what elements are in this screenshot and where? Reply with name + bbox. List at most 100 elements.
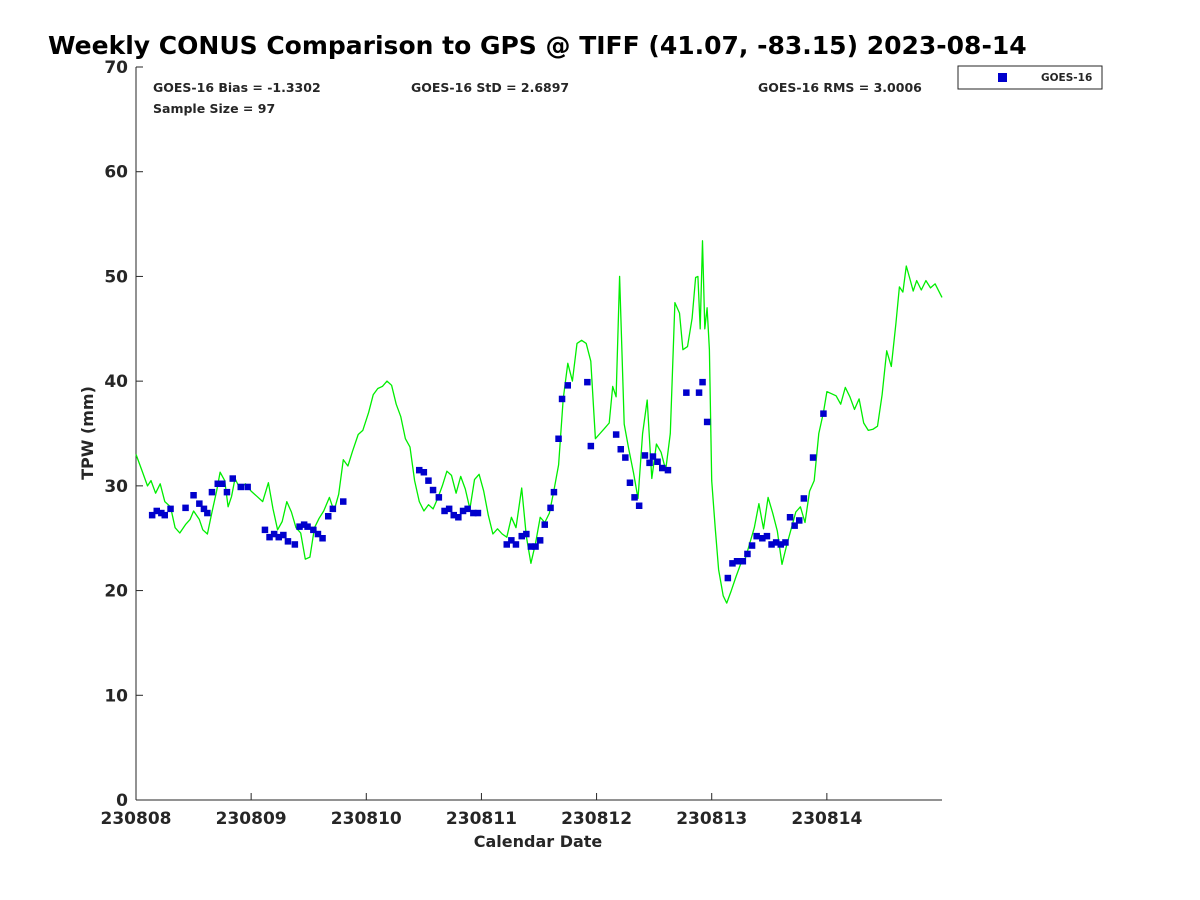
goes16-point [314,530,322,538]
goes16-point [683,389,690,396]
y-tick-label: 20 [104,582,128,602]
goes16-point [809,454,817,461]
goes16-point [148,511,156,519]
goes16-point [617,446,624,453]
goes16-point [527,543,535,550]
goes16-point [772,539,780,546]
goes16-point [759,535,766,542]
y-tick-label: 10 [104,686,128,706]
goes16-point [523,530,530,538]
goes16-point [649,453,657,460]
goes16-point [304,523,311,530]
goes16-point [584,378,591,386]
goes16-point [541,521,548,528]
goes16-point [455,514,462,521]
goes16-point [654,458,661,465]
goes16-point [635,502,643,509]
goes16-point [768,541,775,548]
x-tick-label: 230812 [561,809,632,829]
goes16-point [547,504,554,512]
goes16-point [800,495,808,502]
goes16-point [310,526,317,534]
goes16-point [435,494,443,501]
goes16-point [219,480,226,487]
goes16-point [659,464,666,472]
y-tick-label: 40 [104,372,128,392]
goes16-point [791,522,798,529]
goes16-point [441,507,448,515]
goes16-point [296,523,303,530]
goes16-point [445,505,453,513]
legend-marker-square [998,73,1007,82]
x-tick-label: 230810 [331,809,402,829]
chart-title: Weekly CONUS Comparison to GPS @ TIFF (4… [48,31,1027,60]
legend-box [957,65,1103,90]
goes16-point [739,558,747,565]
goes16-point [532,543,539,550]
goes16-point [208,488,216,496]
goes16-point [325,513,332,520]
goes16-point [214,480,221,487]
goes16-point [753,532,760,540]
goes16-point [748,542,756,549]
goes16-point [777,541,784,548]
goes16-point [204,509,211,517]
goes16-point [587,442,595,450]
goes16-point [319,535,326,542]
goes16-point [612,431,620,438]
y-axis: 0 10 20 30 40 50 60 70 [104,58,143,811]
goes16-point [270,530,278,538]
goes16-point [284,538,292,545]
x-axis: 230808 230809 230810 230811 230812 230813 2308… [101,793,863,829]
goes16-point [280,531,287,539]
goes16-point [796,517,803,524]
y-axis-label: TPW (mm) [78,386,97,480]
x-tick-label: 230809 [216,809,287,829]
goes16-point [733,558,741,565]
goes16-point [646,459,653,467]
goes16-point [631,494,638,501]
gps-line [135,240,943,604]
goes16-series [148,378,827,582]
goes16-point [470,509,477,517]
goes16-point [763,532,771,540]
goes16-point [744,550,751,558]
goes16-point [724,574,732,582]
goes16-point [229,475,236,482]
goes16-point [266,533,273,541]
x-tick-label: 230813 [676,809,747,829]
goes16-point [555,435,562,442]
goes16-point [244,483,251,491]
goes16-point [622,454,629,461]
gps-series [135,240,943,604]
goes16-point [329,505,337,513]
goes16-point [474,509,482,517]
goes16-point [512,541,520,548]
goes16-point [196,500,203,507]
goes16-point [699,378,706,386]
goes16-point [664,466,672,474]
goes16-point [558,395,566,403]
y-tick-label: 60 [104,163,128,183]
goes16-point [508,537,515,544]
goes16-point [416,466,423,474]
goes16-point [291,541,299,548]
goes16-point [820,410,827,417]
goes16-point [223,488,231,496]
goes16-point [429,486,437,494]
goes16-point [153,507,160,515]
goes16-point [703,418,711,426]
y-tick-label: 50 [104,267,128,287]
goes16-point [182,504,189,512]
goes16-point [450,511,457,519]
y-tick-label: 70 [104,58,128,78]
x-axis-label: Calendar Date [474,832,603,851]
goes16-point [167,505,174,513]
stat-sample-size: Sample Size = 97 [153,101,275,116]
goes16-point [695,389,703,396]
goes16-point [161,511,168,519]
goes16-point [626,479,634,486]
stat-bias: GOES-16 Bias = -1.3302 [153,80,321,95]
goes16-point [300,521,308,528]
